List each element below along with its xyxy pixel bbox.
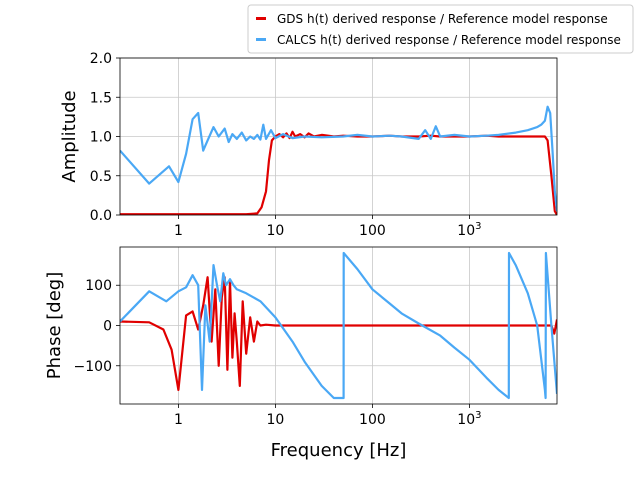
amplitude-y-tick-label: 1.0: [90, 130, 112, 146]
amplitude-x-tick-label: 100: [359, 223, 386, 239]
phase-y-tick-label: −100: [74, 359, 112, 375]
phase-y-axis-label: Phase [deg]: [44, 272, 65, 379]
phase-y-tick-label: 0: [103, 319, 112, 335]
amplitude-y-tick-label: 0.0: [90, 208, 112, 224]
amplitude-panel: 1 10 100 103 0.0 0.5 1.0 1.5 2.0 Amplitude: [59, 51, 558, 239]
amplitude-y-tick-label: 1.5: [90, 90, 112, 106]
amplitude-x-tick-label: 1: [174, 223, 183, 239]
frequency-x-axis-label: Frequency [Hz]: [271, 440, 407, 461]
phase-x-tick-label: 10: [266, 412, 284, 428]
phase-x-tick-label: 1: [174, 412, 183, 428]
phase-gds-line: [120, 276, 557, 391]
phase-y-tick-label: 100: [85, 278, 112, 294]
amplitude-y-tick-label: 0.5: [90, 169, 112, 185]
phase-x-tick-label: 103: [457, 410, 481, 428]
legend-label-gds: GDS h(t) derived response / Reference mo…: [277, 12, 608, 26]
amplitude-y-axis-label: Amplitude: [59, 90, 80, 182]
amplitude-x-tick-label: 10: [266, 223, 284, 239]
legend: GDS h(t) derived response / Reference mo…: [247, 4, 634, 54]
phase-x-tick-label: 100: [359, 412, 386, 428]
amplitude-y-tick-label: 2.0: [90, 51, 112, 67]
amplitude-gds-line: [120, 130, 557, 215]
amplitude-series: [120, 105, 557, 215]
amplitude-tick-labels: 1 10 100 103 0.0 0.5 1.0 1.5 2.0: [90, 51, 482, 239]
legend-label-calcs: CALCS h(t) derived response / Reference …: [277, 33, 621, 47]
legend-box: [247, 4, 634, 54]
phase-calcs-line: [120, 251, 557, 400]
phase-series: [120, 251, 557, 400]
phase-tick-labels: 1 10 100 103 −100 0 100: [74, 278, 482, 428]
amplitude-calcs-line: [120, 105, 557, 212]
amplitude-x-tick-label: 103: [457, 221, 481, 239]
phase-panel: 1 10 100 103 −100 0 100 Phase [deg] Frequency …: [44, 246, 558, 461]
